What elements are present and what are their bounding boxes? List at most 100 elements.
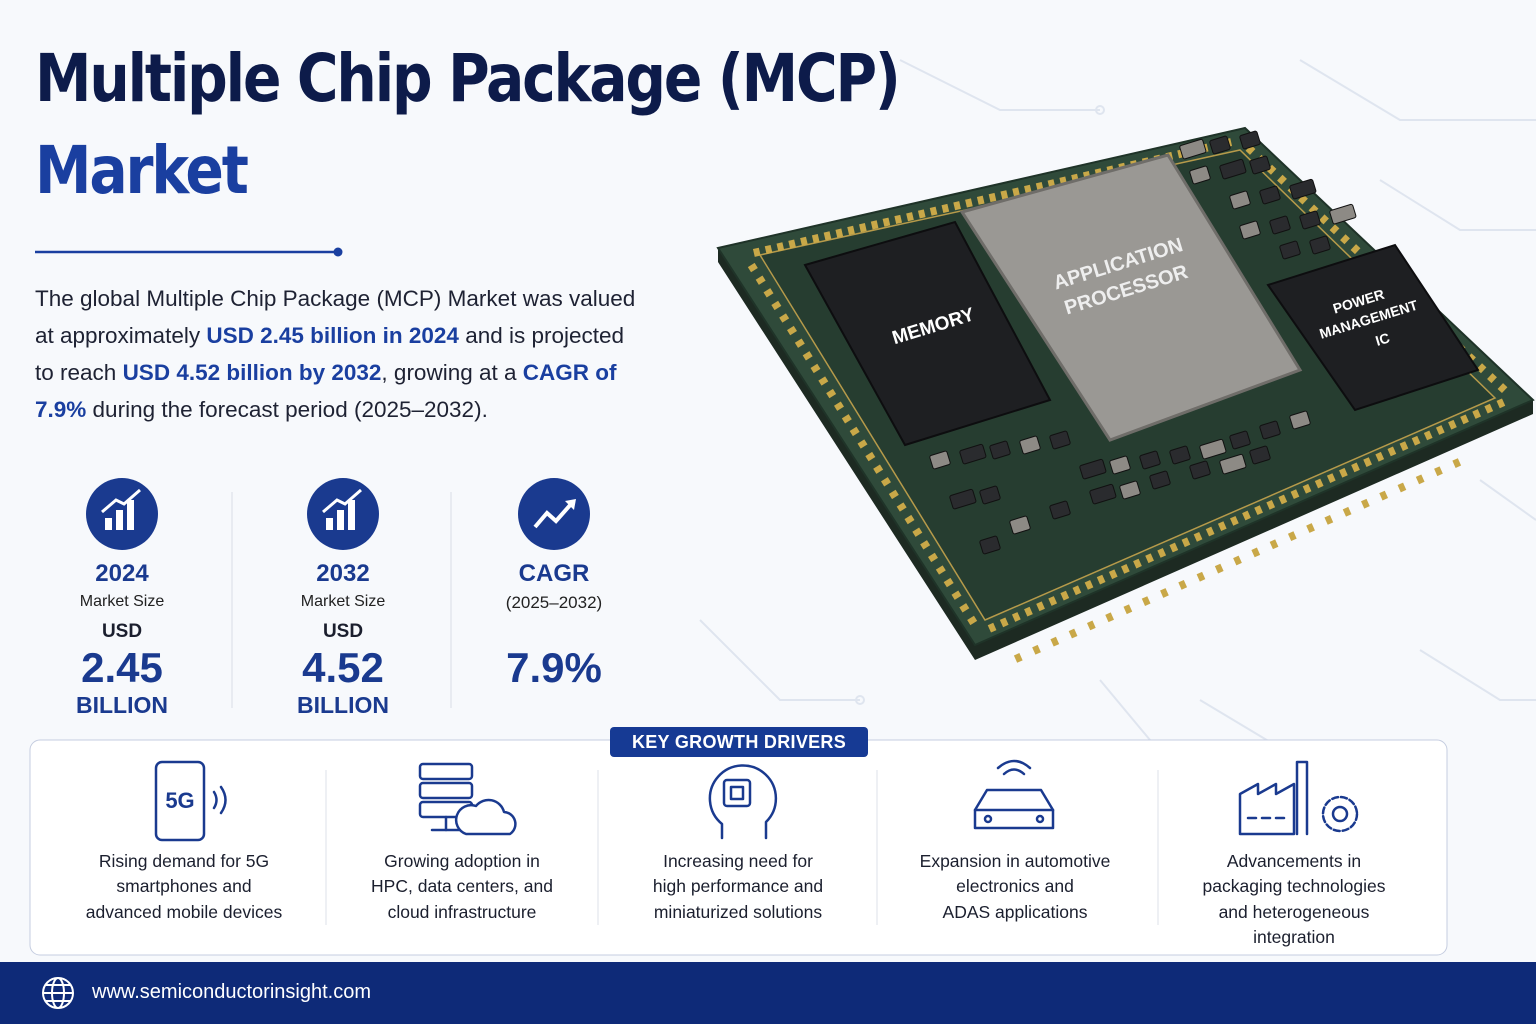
phone-icon: [154, 760, 227, 842]
pad: [1189, 460, 1211, 480]
pad: [1340, 234, 1350, 245]
pad: [849, 426, 860, 437]
pad: [896, 502, 907, 512]
driver-line: packaging technologies: [1202, 876, 1386, 897]
pad: [1259, 420, 1281, 440]
drivers-dividers: [325, 770, 1159, 925]
pad: [1209, 135, 1231, 155]
pad: [823, 231, 832, 241]
stat-unit: USD: [322, 621, 364, 642]
pad: [1245, 144, 1256, 155]
pad: [1306, 523, 1315, 533]
pad: [999, 617, 1009, 628]
pad: [917, 209, 926, 219]
pad: [802, 351, 813, 361]
pad: [943, 577, 954, 588]
title: Multiple Chip Package (MCP): [35, 40, 901, 117]
server-cloud-icon: [418, 762, 517, 836]
intro-highlight: USD 4.52 billion by 2032: [122, 360, 382, 385]
pad: [1096, 574, 1106, 585]
intro-text: The global Multiple Chip Package (MCP) M…: [35, 286, 636, 348]
pad: [1387, 446, 1397, 457]
pad: [1324, 515, 1334, 525]
pad: [1179, 138, 1207, 160]
pad: [1266, 499, 1276, 510]
pad: [1251, 547, 1261, 558]
stat-value: 4.52: [302, 644, 384, 691]
pad: [987, 622, 997, 633]
pad: [1178, 579, 1188, 590]
stat-icon: [86, 478, 158, 550]
pad: [1036, 601, 1045, 612]
pad: [1309, 235, 1331, 255]
pad: [1019, 435, 1041, 455]
pad: [810, 363, 821, 374]
stat-heading: 2032: [316, 560, 370, 587]
pad: [826, 388, 837, 399]
processor-die: [959, 153, 1303, 442]
pad: [928, 552, 938, 563]
pad: [989, 440, 1011, 460]
pad: [1032, 644, 1041, 655]
pad: [959, 603, 970, 613]
stat-unit: USD: [101, 621, 143, 642]
driver-line: integration: [1253, 926, 1335, 947]
pad: [1269, 539, 1279, 550]
stat-scale: BILLION: [297, 692, 389, 718]
pad: [788, 239, 796, 249]
pad: [1287, 531, 1297, 542]
pad: [1342, 506, 1352, 517]
pad: [906, 212, 914, 222]
pad: [894, 214, 903, 224]
pad: [912, 527, 923, 537]
intro-text: , growing at a: [381, 360, 523, 385]
pad: [1423, 430, 1433, 441]
pad: [1133, 558, 1142, 569]
pad: [870, 220, 879, 230]
pad: [1229, 190, 1251, 210]
pad: [888, 489, 899, 500]
pad: [1011, 612, 1021, 622]
driver-line: Rising demand for 5G: [98, 851, 270, 871]
pad: [835, 228, 844, 238]
pad: [929, 206, 938, 216]
footer-url[interactable]: www.semiconductorinsight.com: [92, 981, 371, 1003]
driver-line: HPC, data centers, and: [371, 876, 553, 897]
stat-scale: BILLION: [76, 692, 168, 718]
ai-head-icon: [708, 764, 778, 840]
stat-subheading: Market Size: [79, 593, 165, 610]
driver-line: Advancements in: [1226, 851, 1362, 871]
pad: [1277, 174, 1287, 185]
stat-heading: 2024: [95, 560, 149, 587]
title-rule-dot: [333, 247, 343, 257]
pad: [1476, 363, 1487, 374]
driver-text: Advancements in packaging technologies and…: [1159, 849, 1429, 950]
pad: [811, 233, 820, 244]
pad: [1326, 473, 1336, 483]
pad: [1399, 441, 1409, 451]
stat-value: 2.45: [81, 644, 163, 691]
stat-value: 7.9%: [506, 644, 602, 691]
pad: [1351, 462, 1360, 473]
pad: [1157, 548, 1167, 558]
pad: [787, 325, 797, 336]
pad: [1050, 636, 1060, 647]
pad: [800, 236, 808, 246]
pad: [1141, 596, 1151, 606]
pad: [1484, 403, 1494, 414]
pad: [776, 242, 785, 252]
stat-icon: [307, 478, 379, 550]
pad: [1448, 419, 1457, 430]
pad: [1181, 537, 1191, 548]
stat-icon: [518, 478, 590, 550]
pad: [834, 401, 844, 411]
pad: [1049, 430, 1071, 450]
pad: [779, 313, 790, 323]
driver-line: miniaturized solutions: [653, 901, 823, 922]
pad: [1084, 580, 1094, 590]
driver-line: ADAS applications: [942, 901, 1088, 922]
pad: [1189, 165, 1211, 185]
memory-die: [803, 220, 1052, 447]
driver-line: electronics and: [956, 876, 1074, 897]
pad: [771, 300, 782, 311]
